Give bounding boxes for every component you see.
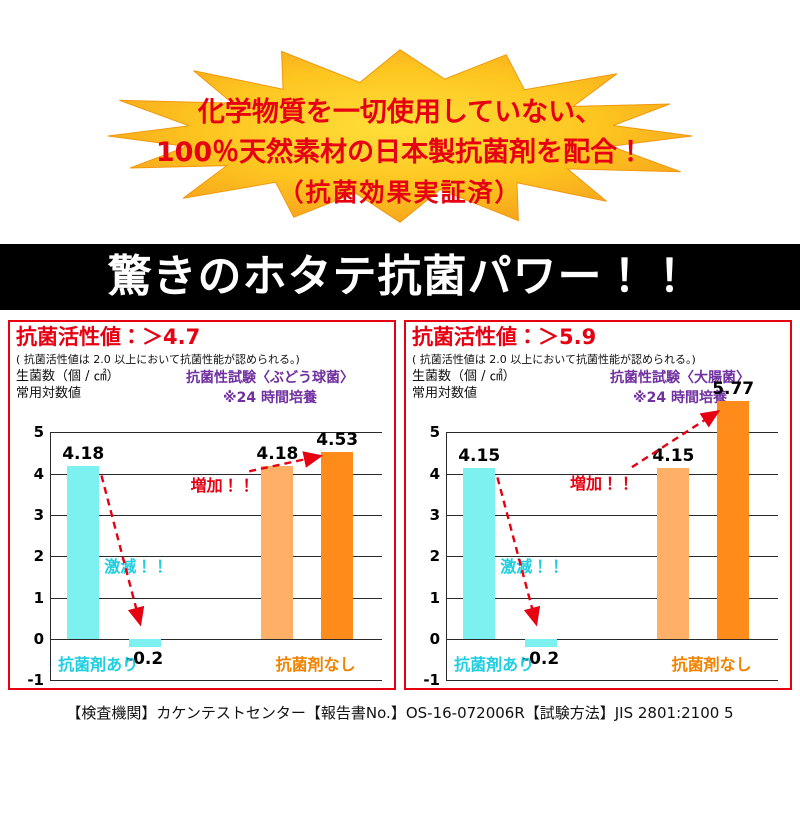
annotation: 激減！！ [500, 556, 565, 576]
test-name: 抗菌性試験〈ぶどう球菌〉 [186, 370, 354, 387]
y-tick-label: 3 [33, 506, 44, 525]
bar [717, 400, 750, 640]
headline-line-1: 化学物質を一切使用していない、 [197, 96, 603, 128]
category-label: 抗菌剤あり [58, 655, 139, 675]
plot-area: -1 0 1 2 3 4 5 4.15 -0.2 4.15 5.77 抗菌剤あり 抗菌剤なし 激減！！ 増加… [423, 379, 778, 689]
annotation: 増加！！ [570, 473, 635, 493]
unit-label: 生菌数（個 / ㎠） [16, 369, 120, 385]
gridline [50, 432, 382, 434]
category-label: 抗菌剤なし [671, 655, 752, 675]
bar-value-label: 4.18 [256, 444, 299, 465]
gridline [446, 432, 778, 434]
gridline [50, 680, 382, 682]
gridline [446, 680, 778, 682]
gridline [446, 473, 778, 475]
y-tick-label: 2 [33, 547, 44, 566]
category-label: 抗菌剤あり [454, 655, 535, 675]
y-tick-label: 1 [33, 588, 44, 607]
bar-value-label: 4.53 [316, 429, 359, 450]
bar-chart: -1 0 1 2 3 4 5 4.15 -0.2 4.15 5.77 抗菌剤あり 抗菌剤なし 激減！！ 増加… [412, 379, 784, 689]
gridline [50, 597, 382, 599]
y-tick-label: -1 [27, 671, 44, 690]
category-label: 抗菌剤なし [275, 655, 356, 675]
gridline [50, 639, 382, 641]
plot-area: -1 0 1 2 3 4 5 4.18 -0.2 4.18 4.53 抗菌剤あり 抗菌剤なし 激減！！ 増加… [27, 423, 382, 689]
test-note: ※24 時間培養 [223, 389, 317, 406]
panel-subhead: 生菌数（個 / ㎠） 常用対数値 抗菌性試験〈ぶどう球菌〉 ※24 時間培養 [16, 369, 388, 408]
y-tick-label: 3 [429, 506, 440, 525]
y-axis-info: 生菌数（個 / ㎠） 常用対数値 [412, 369, 516, 408]
y-tick-label: 2 [429, 547, 440, 566]
bar-value-label: 4.18 [62, 444, 105, 465]
gridline [446, 597, 778, 599]
test-info: 抗菌性試験〈大腸菌〉 ※24 時間培養 [610, 369, 784, 408]
gridline [50, 515, 382, 517]
bar [128, 639, 161, 648]
bar-value-label: -0.2 [522, 649, 560, 670]
starburst-shape [107, 49, 693, 223]
bar [67, 466, 100, 640]
chart-panels: 抗菌活性値：＞4.7 ( 抗菌活性値は 2.0 以上において抗菌性能が認められる… [0, 310, 800, 691]
test-name: 抗菌性試験〈大腸菌〉 [610, 370, 750, 387]
chart-panel-staphylococcus: 抗菌活性値：＞4.7 ( 抗菌活性値は 2.0 以上において抗菌性能が認められる… [8, 320, 396, 691]
test-info: 抗菌性試験〈ぶどう球菌〉 ※24 時間培養 [186, 369, 388, 408]
unit-label: 生菌数（個 / ㎠） [412, 369, 516, 385]
bar-value-label: 4.15 [458, 445, 501, 466]
gridline [446, 639, 778, 641]
test-note: ※24 時間培養 [633, 389, 727, 406]
trend-arrow [100, 475, 145, 627]
gridline [50, 473, 382, 475]
headline-line-2: 100％天然素材の日本製抗菌剤を配合！ [155, 137, 645, 169]
y-tick-label: 4 [429, 464, 440, 483]
scale-label: 常用対数値 [412, 386, 478, 402]
bar-value-label: -0.2 [126, 649, 164, 670]
starburst-header: 化学物質を一切使用していない、 100％天然素材の日本製抗菌剤を配合！ （抗菌効… [0, 32, 800, 244]
bar-chart: -1 0 1 2 3 4 5 4.18 -0.2 4.18 4.53 抗菌剤あり 抗菌剤なし 激減！！ 増加… [16, 410, 388, 689]
bar [657, 467, 690, 640]
y-tick-label: -1 [423, 671, 440, 690]
bar [321, 451, 354, 640]
test-certification-footer: 【検査機関】カケンテストセンター【報告書No.】OS-16-072006R【試験… [66, 704, 734, 723]
headline: 化学物質を一切使用していない、 100％天然素材の日本製抗菌剤を配合！ （抗菌効… [0, 32, 800, 258]
y-tick-label: 0 [33, 630, 44, 649]
chart-panel-ecoli: 抗菌活性値：＞5.9 ( 抗菌活性値は 2.0 以上において抗菌性能が認められる… [404, 320, 792, 691]
y-tick-label: 4 [33, 464, 44, 483]
panel-title: 抗菌活性値：＞4.7 [16, 325, 201, 349]
panel-title: 抗菌活性値：＞5.9 [412, 325, 597, 349]
annotation: 増加！！ [190, 476, 255, 496]
y-axis-info: 生菌数（個 / ㎠） 常用対数値 [16, 369, 120, 408]
gridline [446, 556, 778, 558]
y-tick-label: 5 [429, 423, 440, 442]
starburst-icon [107, 49, 693, 223]
headline-line-3: （抗菌効果実証済） [278, 177, 522, 207]
y-tick-label: 0 [429, 630, 440, 649]
bar-value-label: 5.77 [712, 378, 755, 399]
panel-note: ( 抗菌活性値は 2.0 以上において抗菌性能が認められる。) [16, 353, 300, 367]
scale-label: 常用対数値 [16, 386, 82, 402]
y-axis-line [446, 432, 447, 681]
y-tick-label: 1 [429, 588, 440, 607]
y-axis-line [50, 432, 51, 681]
bar [524, 639, 557, 648]
panel-subhead: 生菌数（個 / ㎠） 常用対数値 抗菌性試験〈大腸菌〉 ※24 時間培養 [412, 369, 784, 408]
annotation: 激減！！ [104, 556, 169, 576]
gridline [446, 515, 778, 517]
bar [463, 467, 496, 640]
panel-note: ( 抗菌活性値は 2.0 以上において抗菌性能が認められる。) [412, 353, 696, 367]
bar-value-label: 4.15 [652, 445, 695, 466]
y-tick-label: 5 [33, 423, 44, 442]
main-title-banner: 驚きのホタテ抗菌パワー！！ [0, 244, 800, 310]
trend-arrow [496, 477, 541, 627]
bar [261, 466, 294, 640]
gridline [50, 556, 382, 558]
